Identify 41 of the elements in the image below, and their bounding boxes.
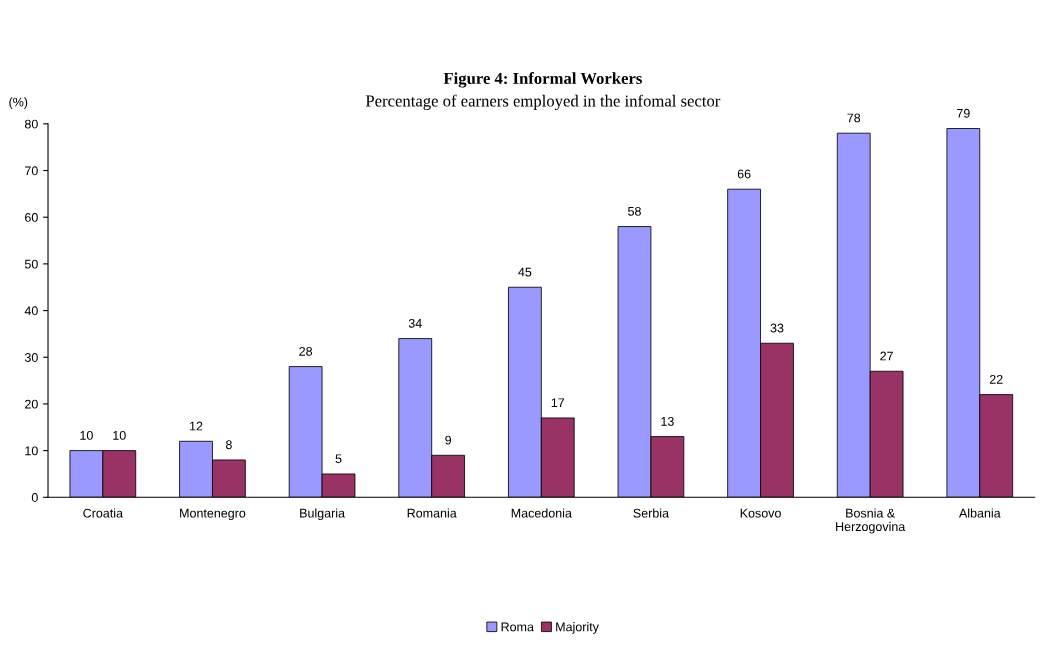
data-label: 22 xyxy=(989,374,1003,384)
data-label: 45 xyxy=(518,267,532,277)
y-tick-label: 10 xyxy=(25,446,38,456)
data-label: 78 xyxy=(847,113,861,123)
data-label: 12 xyxy=(190,421,203,431)
data-label: 58 xyxy=(628,206,641,216)
data-label: 13 xyxy=(661,416,674,426)
y-tick-label: 80 xyxy=(24,119,38,129)
data-label: 17 xyxy=(551,398,565,408)
chart-title: Figure 4: Informal Workers xyxy=(443,72,642,88)
y-tick-label: 40 xyxy=(24,306,38,316)
x-tick-label: Romania xyxy=(407,508,457,518)
data-label: 34 xyxy=(408,318,422,328)
y-tick-label: 70 xyxy=(25,166,38,176)
data-label: 33 xyxy=(770,323,784,333)
data-label: 9 xyxy=(445,435,452,445)
x-tick-label: Kosovo xyxy=(740,508,781,518)
x-tick-label: Croatia xyxy=(83,508,123,518)
x-tick-label: Macedonia xyxy=(511,508,572,518)
y-tick-label: 0 xyxy=(31,493,38,502)
data-label: 28 xyxy=(299,346,313,356)
legend-label: Majority xyxy=(556,622,599,634)
data-label: 5 xyxy=(335,454,342,464)
chart-subtitle: Percentage of earners employed in the infomal sector xyxy=(365,94,721,111)
legend-label: Roma xyxy=(501,622,534,632)
x-tick-label: Albania xyxy=(958,508,1001,518)
data-label: 10 xyxy=(80,430,93,440)
data-label: 27 xyxy=(880,351,893,361)
y-tick-label: 30 xyxy=(24,353,38,362)
data-label: 66 xyxy=(737,169,751,179)
y-tick-label: 60 xyxy=(25,213,38,222)
data-label: 10 xyxy=(113,430,126,440)
data-label: 8 xyxy=(225,440,232,450)
y-tick-label: 20 xyxy=(25,399,38,409)
x-tick-label: Serbia xyxy=(633,508,669,518)
y-tick-label: 50 xyxy=(24,259,38,269)
data-label: 79 xyxy=(957,108,970,118)
x-tick-label: Bulgaria xyxy=(300,508,346,521)
x-tick-label: Montenegro xyxy=(180,508,246,521)
y-axis-title: (%) xyxy=(9,97,28,109)
x-tick-label: Bosnia & Herzogovina xyxy=(836,508,906,534)
